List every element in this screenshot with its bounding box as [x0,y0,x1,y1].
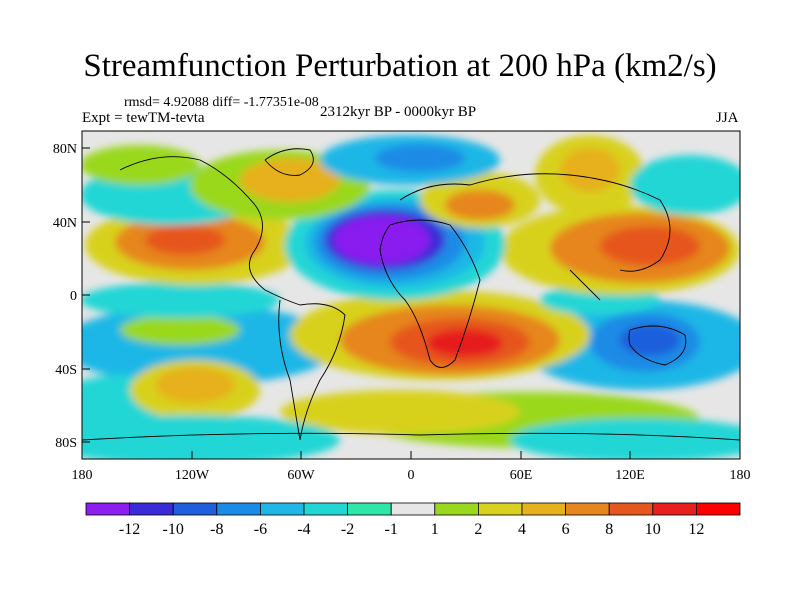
lon-label: 180 [730,468,751,483]
colorbar-swatch [565,502,610,516]
colorbar-swatch [259,502,305,516]
coastlines [82,148,740,441]
lon-label: 120E [615,468,645,483]
contour-region [120,315,240,345]
colorbar-label: -12 [119,521,140,538]
colorbar-swatch [172,502,218,516]
map-panel [82,131,740,459]
colorbar-swatch [390,502,436,516]
colorbar-label: -6 [254,521,267,538]
contour-region [145,225,225,255]
contour-region [82,415,340,459]
contour-region [375,144,465,172]
lon-labels: 180 120W 60W 0 60E 120E 180 [72,468,751,483]
colorbar-swatch [129,502,174,516]
lat-label: 40S [55,363,77,378]
colorbar-label: 1 [431,521,439,538]
lon-label: 60W [287,468,315,483]
colorbar-label: -10 [163,521,184,538]
colorbar-label: 12 [688,521,704,538]
india-coast [569,269,601,301]
season-label: JJA [716,110,739,126]
lon-label: 120W [175,468,210,483]
axis-ticks [81,147,741,459]
eurasia-coast [399,173,671,272]
antarctica-coast [82,432,740,441]
colorbar-swatch [652,502,697,516]
contour-region [82,282,280,318]
page-title: Streamfunction Perturbation at 200 hPa (… [83,48,717,84]
contour-region [620,324,680,356]
colorbar-swatch [347,502,392,516]
contour-region [280,390,520,434]
africa-coast [379,219,481,368]
streamfunction-field [82,135,740,459]
lat-label: 80S [55,436,77,451]
colorbar-label: 6 [562,521,570,538]
colorbar-label: -1 [385,521,398,538]
contour-region [630,155,740,215]
rmsd-stats: rmsd= 4.92088 diff= -1.77351e-08 [124,95,319,110]
australia-coast [628,325,687,366]
colorbar-labels: -12 -10 -8 -6 -4 -2 -1 1 2 4 6 8 10 12 [119,521,704,538]
contour-region [155,367,235,403]
lat-label: 40N [53,216,77,231]
lat-label: 80N [53,142,77,157]
colorbar-swatch [434,502,479,516]
colorbar-swatch [216,502,261,516]
colorbar-label: 2 [474,521,482,538]
colorbar-label: -2 [341,521,354,538]
contour-region [600,226,700,266]
contour-region [560,148,620,192]
lon-label: 180 [72,468,93,483]
colorbar-swatch [521,502,566,516]
colorbar-label: -4 [297,521,310,538]
colorbar-label: 10 [645,521,661,538]
colorbar-label: -8 [210,521,223,538]
contour-region [240,158,340,202]
colorbar-swatch [608,502,654,516]
contour-region [510,418,740,459]
lat-label: 0 [70,289,77,304]
greenland-coast [264,148,314,176]
contour-region [82,145,200,185]
colorbar-swatch [477,502,523,516]
north-america-coast [119,156,301,306]
lat-labels: 80N 40N 0 40S 80S [53,142,77,451]
contour-region [427,329,503,357]
contour-region [445,190,515,220]
colorbar [85,502,741,516]
lon-label: 0 [408,468,415,483]
experiment-label: Expt = tewTM-tevta [82,110,205,126]
lon-label: 60E [510,468,533,483]
south-america-west-coast [278,299,301,441]
period-label: 2312kyr BP - 0000kyr BP [320,104,477,120]
colorbar-swatch [303,502,348,516]
colorbar-label: 4 [518,521,526,538]
colorbar-swatch [696,502,741,516]
colorbar-swatch [85,502,130,516]
colorbar-label: 8 [605,521,613,538]
south-america-coast [299,303,346,441]
